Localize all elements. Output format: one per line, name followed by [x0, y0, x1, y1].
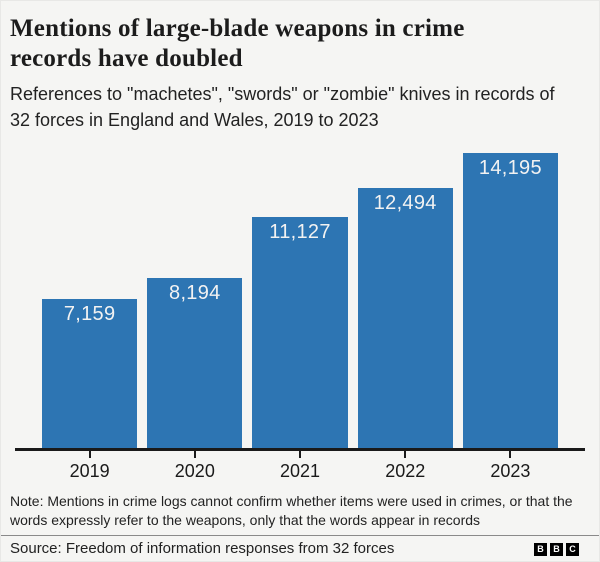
- bar-2023: 14,195: [462, 153, 559, 448]
- chart-title: Mentions of large-blade weapons in crime…: [10, 15, 465, 72]
- footer-divider: [1, 535, 599, 536]
- bar-chart: 7,159 8,194 11,127 12,494 14,195 2019 2020 202…: [15, 153, 585, 482]
- bar-value-label: 7,159: [63, 303, 116, 325]
- bbc-logo-block: C: [566, 542, 579, 556]
- bar-2019: 7,159: [42, 299, 138, 448]
- x-axis-label: 2020: [174, 461, 215, 481]
- x-axis-label: 2023: [490, 461, 531, 481]
- chart-subtitle: References to "machetes", "swords" or "z…: [10, 84, 555, 130]
- plot-area: 7,159 8,194 11,127 12,494 14,195: [15, 153, 585, 448]
- x-axis-labels: 2019 2020 2021 2022 2023: [15, 460, 585, 482]
- tick-cell: [463, 451, 558, 458]
- tick-cell: [42, 451, 137, 458]
- tick-mark: [88, 451, 91, 458]
- bar-value-label: 12,494: [373, 192, 437, 214]
- tick-mark: [193, 451, 196, 458]
- bar-value-label: 14,195: [478, 157, 542, 179]
- x-axis-ticks: [15, 451, 585, 458]
- x-axis-label: 2022: [385, 461, 426, 481]
- bar-value-label: 11,127: [269, 221, 331, 243]
- note-text: Note: Mentions in crime logs cannot conf…: [10, 493, 573, 528]
- tick-cell: [358, 451, 453, 458]
- bar-2021: 11,127: [252, 217, 348, 448]
- source-text: Source: Freedom of information responses…: [10, 540, 395, 557]
- tick-mark: [404, 451, 407, 458]
- x-axis-line: [15, 448, 585, 451]
- tick-mark: [299, 451, 301, 458]
- source-row: Source: Freedom of information responses…: [1, 536, 599, 561]
- bbc-logo-block: B: [550, 542, 563, 556]
- x-axis-label: 2021: [279, 461, 321, 481]
- bar-value-label: 8,194: [169, 282, 221, 304]
- chart-header: Mentions of large-blade weapons in crime…: [1, 1, 599, 133]
- tick-cell: [147, 451, 242, 458]
- bbc-logo-block: B: [534, 542, 547, 556]
- bar-2020: 8,194: [147, 278, 243, 448]
- tick-cell: [252, 451, 347, 458]
- tick-mark: [509, 451, 512, 458]
- bar-2022: 12,494: [357, 188, 453, 448]
- x-axis-label: 2019: [69, 461, 110, 481]
